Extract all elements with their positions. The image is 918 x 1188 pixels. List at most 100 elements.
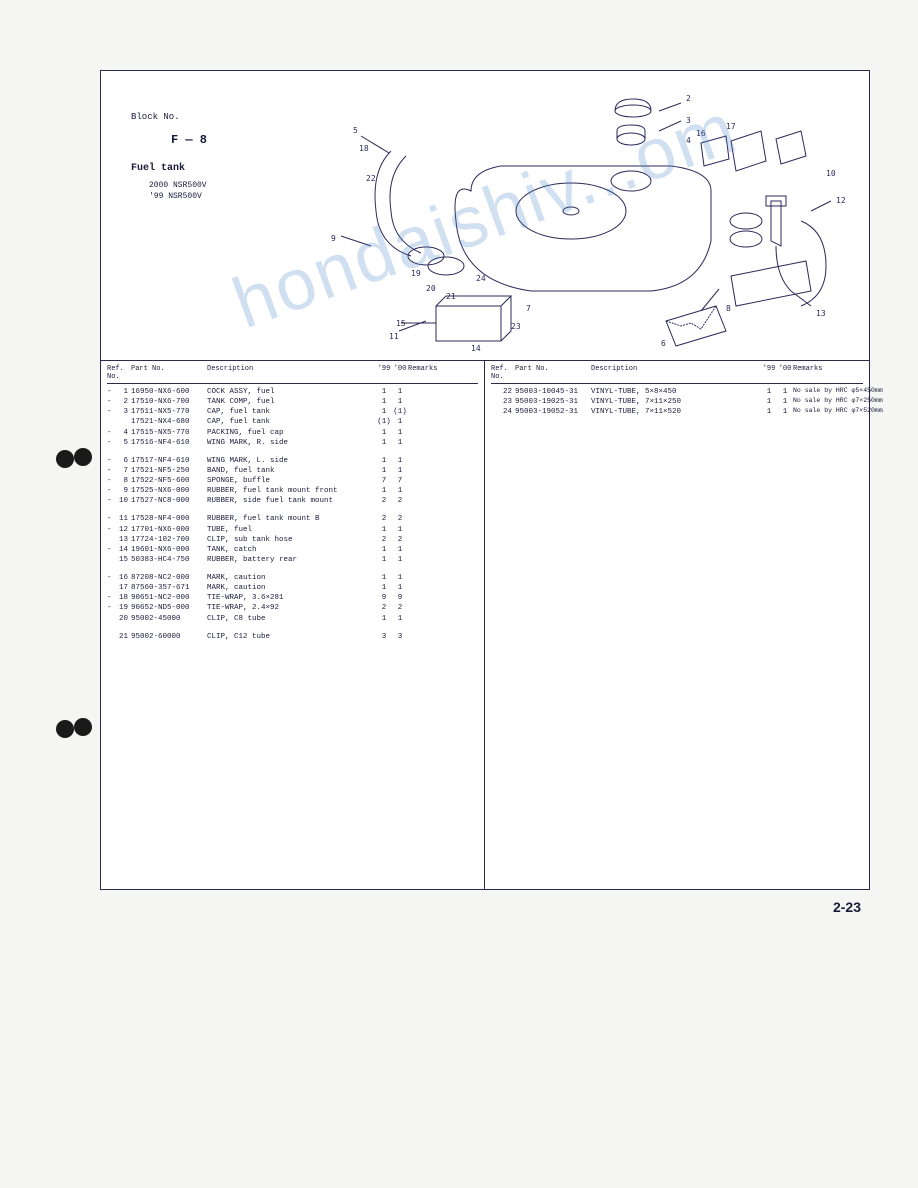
table-row: 2095002-45000CLIP, C8 tube11 <box>107 614 478 624</box>
svg-text:10: 10 <box>826 169 836 178</box>
svg-text:8: 8 <box>726 304 731 313</box>
table-row: 2395003-19025-31VINYL-TUBE, 7×11×25011No… <box>491 397 863 407</box>
row-part-no: 17521-NF5-250 <box>131 466 207 476</box>
row-part-no: 17527-NC8-000 <box>131 496 207 506</box>
row-mark: - <box>107 397 115 407</box>
row-mark: - <box>107 407 115 417</box>
row-qty-99: 1 <box>376 555 392 565</box>
row-part-no: 17521-NX4-680 <box>131 417 207 427</box>
row-qty-00: 1 <box>392 614 408 624</box>
row-qty-99: 1 <box>376 438 392 448</box>
row-description: RUBBER, side fuel tank mount <box>207 496 376 506</box>
table-row: -417515-NX5-770PACKING, fuel cap11 <box>107 428 478 438</box>
row-qty-99: 2 <box>376 496 392 506</box>
binder-hole <box>74 448 92 466</box>
row-qty-99: (1) <box>376 417 392 427</box>
row-mark <box>107 417 115 427</box>
th-part: Part No. <box>131 365 207 381</box>
row-mark: - <box>107 466 115 476</box>
svg-text:21: 21 <box>446 292 456 301</box>
row-qty-00: 2 <box>392 514 408 524</box>
row-description: BAND, fuel tank <box>207 466 376 476</box>
row-description: WING MARK, R. side <box>207 438 376 448</box>
th-remarks: Remarks <box>408 365 478 381</box>
row-qty-00: 1 <box>777 397 793 407</box>
row-part-no: 17517-NF4-610 <box>131 456 207 466</box>
svg-text:5: 5 <box>353 126 358 135</box>
row-ref: 7 <box>115 466 131 476</box>
table-row: 1787560-357-671MARK, caution11 <box>107 583 478 593</box>
row-ref: 11 <box>115 514 131 524</box>
row-ref: 17 <box>115 583 131 593</box>
row-qty-00: 1 <box>392 466 408 476</box>
row-part-no: 95002-60000 <box>131 632 207 642</box>
row-remarks <box>408 593 478 603</box>
row-qty-99: 1 <box>376 387 392 397</box>
row-qty-00: 2 <box>392 603 408 613</box>
row-description: CLIP, sub tank hose <box>207 535 376 545</box>
row-qty-00: (1) <box>392 407 408 417</box>
row-part-no: 16950-NX6-600 <box>131 387 207 397</box>
row-ref: 4 <box>115 428 131 438</box>
row-mark: - <box>107 603 115 613</box>
row-description: TANK COMP, fuel <box>207 397 376 407</box>
row-remarks <box>408 535 478 545</box>
row-qty-00: 1 <box>392 583 408 593</box>
parts-table-left: Ref.No. Part No. Description '99 '00 Rem… <box>101 361 485 889</box>
row-mark <box>107 583 115 593</box>
row-part-no: 17701-NX6-000 <box>131 525 207 535</box>
table-row: -817522-NF5-600SPONGE, buffle77 <box>107 476 478 486</box>
page-frame: Block No. F — 8 Fuel tank 2000 NSR500V '… <box>100 70 870 890</box>
row-qty-00: 1 <box>392 397 408 407</box>
row-remarks <box>408 514 478 524</box>
row-ref: 21 <box>115 632 131 642</box>
row-part-no: 17515-NX5-770 <box>131 428 207 438</box>
row-part-no: 19601-NX6-000 <box>131 545 207 555</box>
svg-text:13: 13 <box>816 309 826 318</box>
block-number: F — 8 <box>171 131 207 149</box>
row-part-no: 17525-NX6-000 <box>131 486 207 496</box>
row-description: CLIP, C12 tube <box>207 632 376 642</box>
table-row: -1890651-NC2-000TIE-WRAP, 3.6×28199 <box>107 593 478 603</box>
row-ref: 16 <box>115 573 131 583</box>
svg-text:3: 3 <box>686 116 691 125</box>
row-remarks: No sale by HRC φ7×520mm <box>793 407 863 417</box>
row-remarks <box>408 476 478 486</box>
row-description: MARK, caution <box>207 573 376 583</box>
svg-text:24: 24 <box>476 274 486 283</box>
row-mark <box>491 387 499 397</box>
diagram-title: Fuel tank <box>131 161 207 176</box>
table-row: -1419601-NX6-000TANK, catch11 <box>107 545 478 555</box>
row-description: VINYL-TUBE, 7×11×520 <box>591 407 761 417</box>
svg-text:7: 7 <box>526 304 531 313</box>
row-part-no: 95003-10045-31 <box>515 387 591 397</box>
row-remarks <box>408 632 478 642</box>
row-mark: - <box>107 545 115 555</box>
table-row: -917525-NX6-000RUBBER, fuel tank mount f… <box>107 486 478 496</box>
row-qty-00: 1 <box>392 573 408 583</box>
row-qty-00: 1 <box>392 525 408 535</box>
row-qty-00: 1 <box>392 417 408 427</box>
row-remarks <box>408 545 478 555</box>
th-ref: Ref.No. <box>107 365 131 381</box>
row-mark: - <box>107 438 115 448</box>
row-ref: 9 <box>115 486 131 496</box>
row-ref: 20 <box>115 614 131 624</box>
block-no-label: Block No. <box>131 111 207 125</box>
model-line: 2000 NSR500V <box>149 180 207 191</box>
row-ref: 12 <box>115 525 131 535</box>
row-mark <box>107 555 115 565</box>
row-description: VINYL-TUBE, 7×11×250 <box>591 397 761 407</box>
row-ref: 8 <box>115 476 131 486</box>
row-ref: 19 <box>115 603 131 613</box>
row-ref: 10 <box>115 496 131 506</box>
page-number: 2-23 <box>833 899 861 915</box>
row-remarks <box>408 438 478 448</box>
row-qty-00: 2 <box>392 535 408 545</box>
row-description: SPONGE, buffle <box>207 476 376 486</box>
row-qty-99: 1 <box>376 428 392 438</box>
table-row: -1687208-NC2-000MARK, caution11 <box>107 573 478 583</box>
row-qty-99: 1 <box>376 573 392 583</box>
row-qty-00: 1 <box>392 486 408 496</box>
row-mark <box>491 397 499 407</box>
